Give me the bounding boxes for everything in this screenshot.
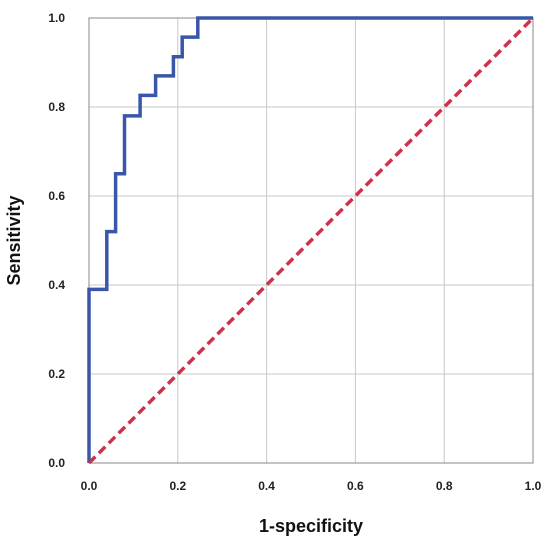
x-tick-label: 0.4 (258, 479, 275, 493)
reference-diagonal-line (87, 16, 535, 465)
y-tick-label: 0.0 (48, 456, 65, 470)
y-tick-label: 0.4 (48, 278, 65, 292)
x-tick-label: 1.0 (525, 479, 542, 493)
x-tick-label: 0.2 (169, 479, 186, 493)
y-axis-ticks: 0.0 0.2 0.4 0.6 0.8 1.0 (48, 11, 65, 470)
x-axis-ticks: 0.0 0.2 0.4 0.6 0.8 1.0 (81, 479, 542, 493)
grid (88, 17, 534, 464)
x-tick-label: 0.6 (347, 479, 364, 493)
y-tick-label: 0.2 (48, 367, 65, 381)
series-layer (87, 16, 535, 465)
y-tick-label: 0.8 (48, 100, 65, 114)
y-tick-label: 0.6 (48, 189, 65, 203)
x-tick-label: 0.8 (436, 479, 453, 493)
roc-curve-line (87, 16, 533, 463)
y-tick-label: 1.0 (48, 11, 65, 25)
y-axis-title: Sensitivity (4, 195, 24, 285)
x-axis-title: 1-specificity (259, 516, 363, 536)
x-tick-label: 0.0 (81, 479, 98, 493)
